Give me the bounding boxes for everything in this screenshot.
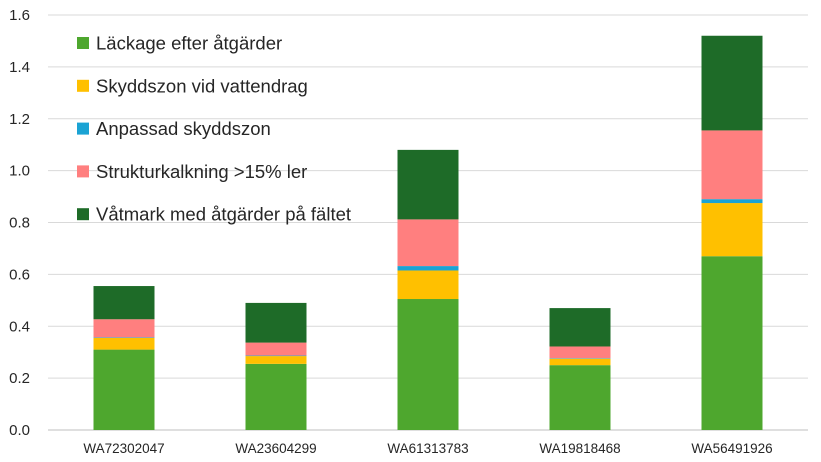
y-tick-label: 1.0 [9, 163, 30, 180]
bar-segment [397, 219, 459, 267]
y-tick-label: 0.4 [9, 318, 30, 335]
bar-segment [245, 355, 307, 357]
bar-segment [397, 266, 459, 271]
bar-segment [549, 365, 611, 430]
legend-swatch [77, 79, 89, 92]
bar-segment [701, 35, 763, 131]
bars [93, 35, 763, 430]
y-tick-label: 1.2 [9, 111, 30, 128]
bar-segment [701, 203, 763, 257]
x-tick-label: WA72302047 [83, 441, 164, 456]
y-tick-label: 0.8 [9, 215, 30, 232]
legend-label: Skyddszon vid vattendrag [96, 75, 308, 96]
bar-segment [397, 299, 459, 430]
bar-segment [549, 308, 611, 347]
y-axis-tick-labels: 0.0 0.2 0.4 0.6 0.8 1.0 1.2 1.4 1.6 [9, 7, 30, 439]
x-tick-label: WA23604299 [235, 441, 316, 456]
bar-segment [549, 358, 611, 359]
x-tick-label: WA56491926 [691, 441, 772, 456]
bar-segment [701, 130, 763, 200]
x-tick-label: WA61313783 [387, 441, 468, 456]
bar-segment [245, 302, 307, 343]
bar-segment [701, 256, 763, 430]
bar-segment [93, 319, 155, 338]
y-tick-label: 1.4 [9, 59, 30, 76]
legend-swatch [77, 37, 89, 49]
legend-swatch [77, 165, 89, 178]
x-axis-tick-labels: WA72302047 WA23604299 WA61313783 WA19818468… [83, 441, 772, 456]
legend-swatch [77, 122, 89, 135]
bar-segment [245, 363, 307, 430]
bar-segment [93, 349, 155, 430]
y-tick-label: 0.0 [9, 422, 30, 439]
legend-label: Våtmark med åtgärder på fältet [96, 204, 351, 225]
bar-segment [397, 270, 459, 300]
bar-segment [245, 342, 307, 356]
legend-label: Läckage efter åtgärder [96, 33, 282, 54]
legend-swatch [77, 208, 89, 221]
bar-segment [245, 356, 307, 364]
y-tick-label: 0.6 [9, 266, 30, 283]
x-tick-label: WA19818468 [539, 441, 620, 456]
bar-segment [701, 199, 763, 204]
bar-segment [93, 286, 155, 320]
y-tick-label: 0.2 [9, 370, 30, 387]
bar-segment [397, 149, 459, 220]
bar-segment [549, 358, 611, 366]
bar-segment [93, 337, 155, 350]
bar-segment [93, 337, 155, 338]
legend-label: Strukturkalkning >15% ler [96, 161, 307, 182]
bar-segment [549, 346, 611, 359]
y-tick-label: 1.6 [9, 7, 30, 24]
legend-label: Anpassad skyddszon [96, 118, 271, 139]
legend: Läckage efter åtgärder Skyddszon vid vatt… [77, 33, 351, 225]
